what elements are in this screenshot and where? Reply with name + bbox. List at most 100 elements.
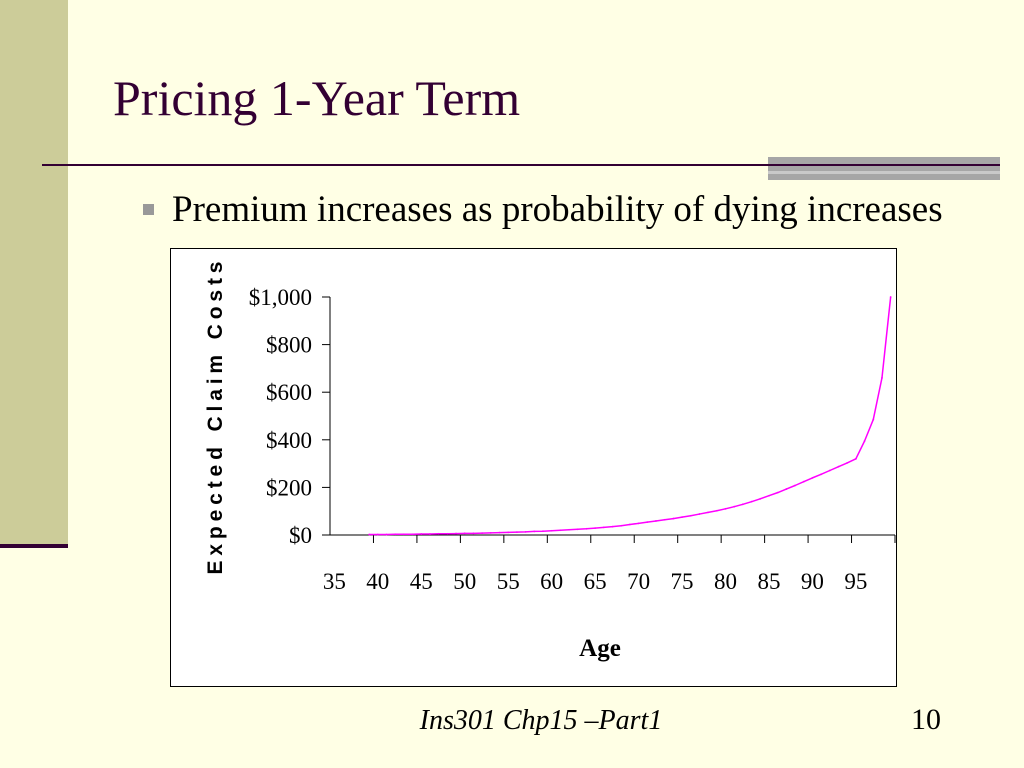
data-point (455, 532, 457, 535)
y-axis-title: Expected Claim Costs (204, 262, 227, 575)
data-point (602, 526, 605, 529)
y-axis-ticks (322, 296, 330, 536)
x-tick-label: 60 (540, 569, 563, 594)
data-point (515, 531, 518, 534)
y-axis-tick-labels: $0 $200 $400 $600 $800 $1,000 (249, 285, 312, 548)
data-point (498, 531, 501, 534)
x-tick-label: 35 (323, 569, 346, 594)
data-point (811, 476, 814, 479)
data-point (846, 461, 849, 464)
x-axis-ticks (372, 535, 896, 543)
data-point (376, 533, 379, 536)
data-point (663, 518, 666, 521)
slide-number: 10 (911, 703, 941, 736)
data-point (785, 488, 788, 490)
data-point (394, 533, 397, 536)
data-point (759, 497, 762, 500)
data-point (446, 532, 449, 535)
y-tick-label: $1,000 (249, 285, 312, 310)
data-point (611, 525, 614, 528)
title-rule-block-stripe (768, 171, 1000, 174)
data-point (889, 296, 892, 298)
data-point (637, 522, 640, 525)
data-point (733, 505, 736, 508)
data-point (872, 418, 875, 421)
data-point (524, 531, 527, 533)
data-point (768, 494, 770, 497)
data-point (646, 521, 649, 524)
data-point (533, 530, 536, 533)
left-accent-bar (0, 0, 68, 544)
data-point (715, 509, 718, 512)
bullet-square-icon (143, 204, 154, 215)
x-tick-label: 70 (627, 569, 650, 594)
x-tick-label: 50 (453, 569, 476, 594)
x-tick-label: 45 (410, 569, 433, 594)
chart-frame (170, 248, 897, 687)
y-tick-label: $200 (266, 475, 312, 500)
data-point (507, 531, 510, 534)
data-point (689, 514, 692, 517)
data-point (481, 532, 484, 534)
data-point (585, 527, 588, 530)
data-point (628, 523, 631, 526)
data-point (741, 503, 744, 506)
x-tick-label: 40 (366, 569, 389, 594)
series-group (368, 296, 892, 536)
data-point (802, 480, 805, 483)
data-point (472, 532, 475, 535)
data-point (576, 528, 579, 531)
data-point (776, 491, 779, 494)
y-tick-label: $400 (266, 428, 312, 453)
footer-text: Ins301 Chp15 –Part1 (419, 705, 663, 736)
data-point (559, 529, 562, 532)
data-point (681, 516, 683, 519)
x-axis-tick-labels: 35 40 45 50 55 60 65 70 75 80 85 90 95 (323, 569, 868, 594)
accent-bar-underline (0, 544, 68, 548)
data-point (489, 531, 492, 534)
x-tick-label: 80 (714, 569, 737, 594)
slide-title: Pricing 1-Year Term (113, 70, 521, 126)
data-point (402, 533, 405, 536)
bullet-text: Premium increases as probability of dyin… (172, 189, 943, 230)
y-tick-label: $0 (289, 523, 312, 548)
data-point (429, 533, 431, 535)
data-point (707, 511, 710, 514)
data-point (542, 530, 544, 533)
x-tick-label: 90 (801, 569, 824, 594)
data-point (368, 533, 371, 536)
x-axis-title: Age (579, 635, 621, 662)
data-point (594, 527, 597, 529)
data-point (854, 457, 857, 460)
data-point (672, 517, 675, 520)
x-tick-label: 55 (497, 569, 520, 594)
data-point (420, 533, 423, 535)
data-point (724, 507, 727, 510)
data-point (437, 532, 440, 535)
data-point (550, 529, 553, 532)
data-point (837, 465, 840, 468)
data-point (568, 528, 570, 531)
title-rule (42, 164, 1000, 166)
x-tick-label: 95 (844, 569, 867, 594)
data-point (411, 533, 414, 536)
data-point (698, 513, 701, 515)
data-point (863, 440, 866, 442)
title-rule-block (768, 157, 1000, 180)
data-point (794, 484, 796, 487)
y-tick-label: $800 (266, 333, 312, 358)
data-point (620, 524, 623, 527)
data-point (881, 377, 883, 379)
data-point (750, 500, 753, 503)
data-point (385, 533, 388, 536)
data-point (655, 520, 657, 522)
x-tick-label: 65 (584, 569, 607, 594)
x-tick-label: 75 (671, 569, 694, 594)
data-point (463, 532, 466, 535)
data-point (820, 473, 823, 476)
claim-cost-chart: $0 $200 $400 $600 $800 $1,000 35 40 45 50 55 60 65 7… (170, 248, 897, 687)
data-point (828, 469, 831, 472)
x-tick-label: 85 (757, 569, 780, 594)
y-tick-label: $600 (266, 380, 312, 405)
